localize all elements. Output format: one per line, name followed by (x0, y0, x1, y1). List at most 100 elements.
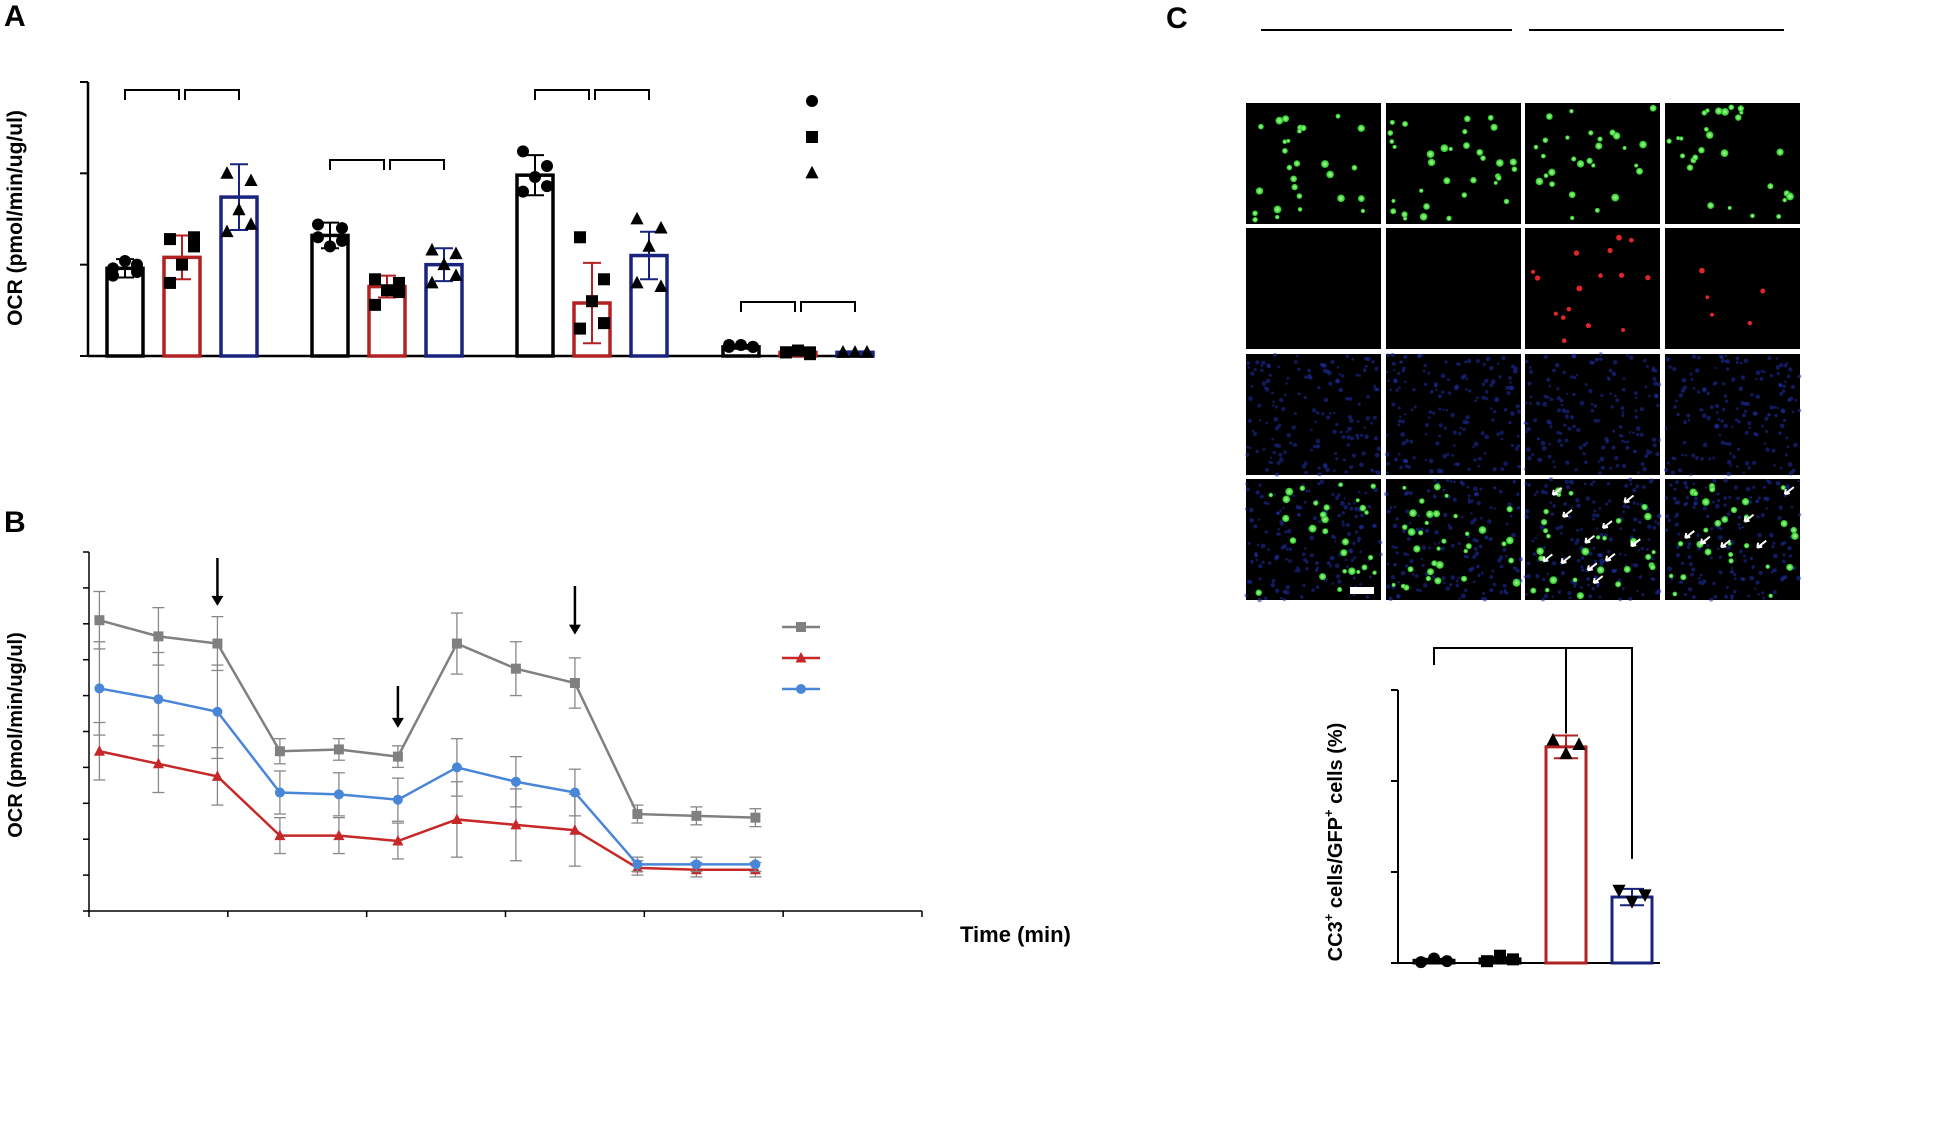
image-tile-signal (1384, 352, 1522, 475)
image-tile-signal (1699, 267, 1766, 326)
image-tile (1525, 479, 1660, 600)
data-point (336, 234, 348, 247)
data-point (164, 276, 176, 289)
series-point (691, 859, 702, 870)
data-point (792, 344, 804, 357)
data-point (574, 322, 586, 335)
data-point (630, 211, 644, 225)
series-point (212, 706, 223, 717)
image-tile (1246, 103, 1381, 224)
series-point (274, 746, 285, 757)
series-line (99, 750, 756, 871)
data-point (517, 185, 529, 198)
data-point (449, 268, 463, 282)
significance-bracket (389, 159, 445, 170)
data-point (369, 273, 381, 286)
panel-label-c: C (1166, 2, 1188, 35)
data-point (449, 246, 463, 260)
legend-marker (806, 95, 818, 107)
series-point (392, 751, 403, 762)
panel-label-b: B (4, 506, 26, 539)
image-tile-signal (1244, 479, 1383, 603)
series-point (333, 789, 344, 800)
data-point (1546, 732, 1560, 746)
annotation-arrow-head (391, 717, 404, 728)
legend-marker (795, 652, 807, 663)
significance-bracket (800, 301, 856, 312)
data-point (630, 275, 644, 289)
image-tile-signal (1533, 104, 1657, 221)
data-point (220, 166, 234, 179)
image-tile (1246, 228, 1381, 349)
chart-a-basal-atp-maximal-spare: OCR (pmol/min/ug/ul) (4, 81, 875, 361)
series-point (333, 744, 344, 755)
image-tile (1246, 354, 1381, 475)
data-point (232, 202, 246, 216)
series-line (99, 687, 756, 866)
data-point (425, 275, 439, 289)
data-point (1638, 889, 1652, 902)
series-point (632, 859, 643, 870)
data-point (312, 231, 324, 244)
image-tile-signal (1252, 113, 1366, 223)
image-tile-signal (1245, 352, 1382, 477)
data-point (381, 284, 393, 297)
image-tile-signal (1387, 114, 1518, 222)
series-point (333, 829, 345, 841)
chart-b-xlabel: Time (min) (960, 922, 1071, 947)
data-point (336, 222, 348, 235)
image-tile-signal (1664, 478, 1802, 602)
image-tile-signal (1523, 477, 1662, 602)
data-point (804, 346, 816, 359)
bar (515, 173, 555, 358)
scale-bar (1350, 587, 1374, 594)
data-point (654, 220, 668, 234)
data-point (747, 340, 759, 353)
image-tile (1525, 228, 1660, 349)
data-point (1441, 955, 1453, 968)
data-point (586, 295, 598, 308)
series-point (94, 615, 105, 626)
data-point (176, 258, 188, 271)
image-tile (1386, 479, 1521, 600)
data-point (1612, 884, 1626, 898)
data-point (393, 276, 405, 289)
significance-bracket (594, 89, 650, 100)
data-point (119, 255, 131, 268)
series-point (632, 809, 643, 820)
data-point (244, 217, 258, 230)
series-point (93, 745, 105, 756)
series-point (274, 829, 286, 841)
microscopy-grid (1244, 29, 1802, 603)
series-point (153, 694, 164, 705)
data-point (1507, 953, 1519, 966)
data-point (425, 242, 439, 256)
data-point (1572, 737, 1586, 750)
data-point (598, 317, 610, 330)
series-point (569, 678, 580, 689)
series-point (94, 683, 105, 694)
data-point (780, 346, 792, 359)
image-tile-signal (1523, 352, 1662, 475)
series-point (510, 663, 521, 674)
data-point (312, 218, 324, 231)
legend-marker (806, 131, 818, 143)
image-tile-signal (1666, 104, 1794, 220)
series-point (510, 818, 522, 830)
data-point (541, 180, 553, 193)
significance-bracket (184, 89, 240, 100)
series-point (212, 638, 223, 649)
image-tile-signal (1384, 478, 1523, 602)
series-point (392, 794, 403, 805)
data-point (1428, 952, 1440, 965)
bar (310, 233, 350, 358)
series-point (569, 787, 580, 798)
significance-bracket (1433, 647, 1567, 708)
data-point (107, 262, 119, 275)
data-point (836, 345, 850, 358)
annotation-arrow-head (211, 595, 224, 606)
data-point (1559, 746, 1573, 760)
significance-bracket (1565, 647, 1633, 859)
data-point (642, 239, 656, 252)
